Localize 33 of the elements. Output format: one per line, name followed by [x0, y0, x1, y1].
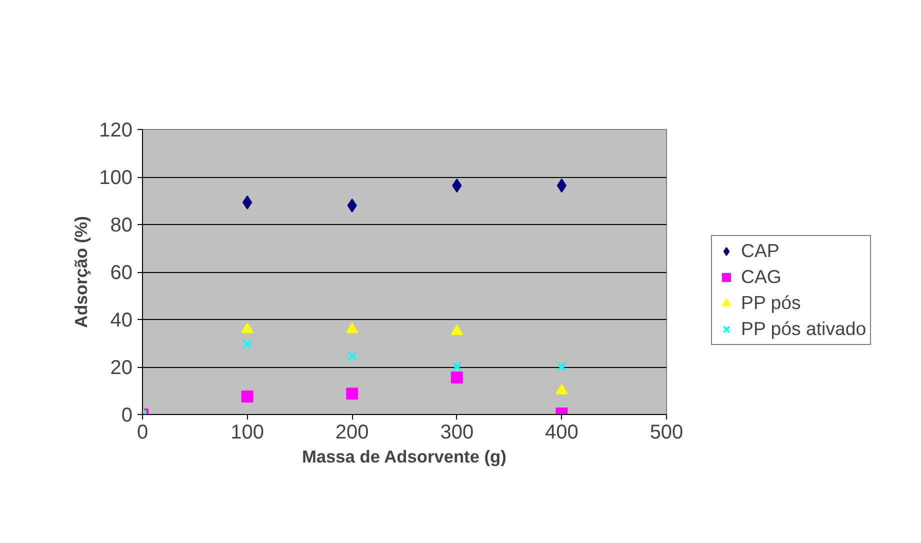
- point: [450, 324, 463, 336]
- x-axis-title: Massa de Adsorvente (g): [302, 446, 506, 466]
- point: [556, 362, 567, 372]
- point: [241, 390, 254, 402]
- y-tick-label: 20: [110, 357, 133, 379]
- x-tick-label: 400: [545, 422, 578, 444]
- legend-label: PP pós: [741, 292, 801, 314]
- x-tick-label: 200: [335, 422, 369, 444]
- point: [242, 195, 252, 210]
- x-tick-label: 0: [136, 422, 148, 444]
- point: [346, 388, 358, 400]
- x-tick-label: 300: [440, 422, 474, 444]
- point: [347, 352, 357, 362]
- point: [450, 371, 463, 384]
- x-tick-label: 100: [230, 422, 264, 444]
- legend-label: CAP: [741, 240, 780, 262]
- y-tick-label: 100: [99, 167, 133, 189]
- point: [346, 322, 358, 334]
- y-tick-label: 40: [110, 310, 133, 332]
- x-tick-label: 500: [650, 422, 684, 444]
- legend-label: CAG: [741, 266, 782, 288]
- y-tick-label: 60: [110, 262, 133, 284]
- point: [452, 362, 462, 372]
- y-tick-label: 80: [110, 214, 133, 236]
- y-axis-title: Adsorção (%): [71, 216, 92, 328]
- point: [241, 322, 254, 334]
- point: [242, 340, 252, 350]
- legend-label: PP pós ativado: [741, 318, 866, 340]
- point: [556, 384, 568, 394]
- y-tick-label: 0: [121, 404, 132, 426]
- y-tick-label: 120: [99, 120, 133, 142]
- point: [347, 198, 357, 212]
- point: [556, 178, 567, 193]
